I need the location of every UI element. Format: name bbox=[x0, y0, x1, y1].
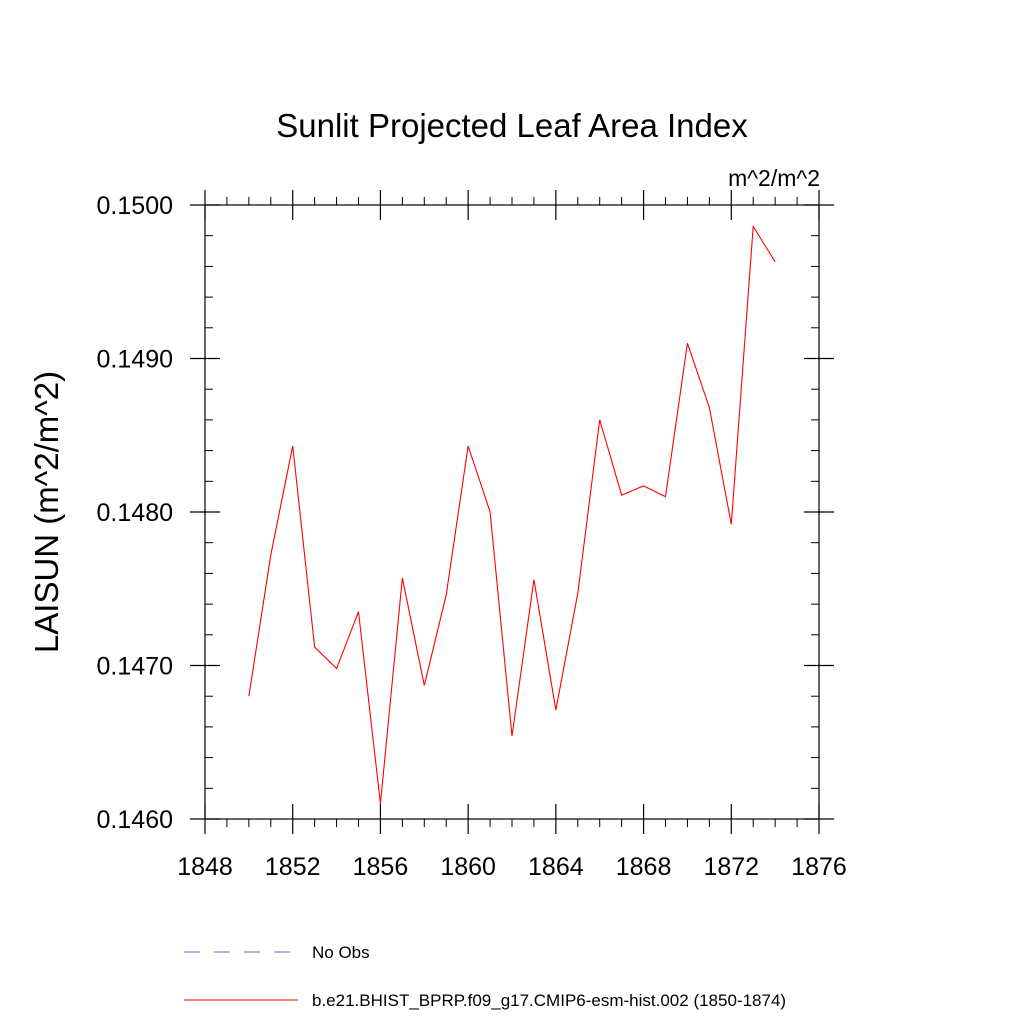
y-tick-label: 0.1470 bbox=[97, 653, 173, 681]
series-line bbox=[248, 224, 776, 804]
legend-label: b.e21.BHIST_BPRP.f09_g17.CMIP6-esm-hist.… bbox=[312, 991, 786, 1010]
units-label: m^2/m^2 bbox=[728, 165, 820, 191]
minor-ticks bbox=[205, 197, 819, 827]
major-ticks bbox=[190, 190, 834, 834]
plot-frame bbox=[204, 204, 820, 820]
y-tick-label: 0.1490 bbox=[97, 346, 173, 374]
series-layer bbox=[248, 224, 776, 804]
x-tick-label: 1876 bbox=[791, 853, 847, 881]
legend: No Obs b.e21.BHIST_BPRP.f09_g17.CMIP6-esm… bbox=[184, 943, 786, 1010]
x-tick-label: 1852 bbox=[265, 853, 321, 881]
chart-title: Sunlit Projected Leaf Area Index bbox=[276, 107, 748, 144]
x-tick-label: 1868 bbox=[616, 853, 672, 881]
y-tick-label: 0.1480 bbox=[97, 499, 173, 527]
y-tick-label: 0.1460 bbox=[97, 806, 173, 834]
legend-label: No Obs bbox=[312, 943, 370, 962]
x-tick-labels: 1848 1852 1856 1860 1864 1868 1872 1876 bbox=[177, 853, 847, 881]
y-tick-labels: 0.1460 0.1470 0.1480 0.1490 0.1500 bbox=[97, 192, 173, 834]
x-tick-label: 1856 bbox=[353, 853, 409, 881]
x-tick-label: 1872 bbox=[703, 853, 759, 881]
x-tick-label: 1864 bbox=[528, 853, 584, 881]
x-tick-label: 1848 bbox=[177, 853, 233, 881]
y-tick-label: 0.1500 bbox=[97, 192, 173, 220]
y-axis-label: LAISUN (m^2/m^2) bbox=[28, 371, 65, 653]
x-tick-label: 1860 bbox=[440, 853, 496, 881]
